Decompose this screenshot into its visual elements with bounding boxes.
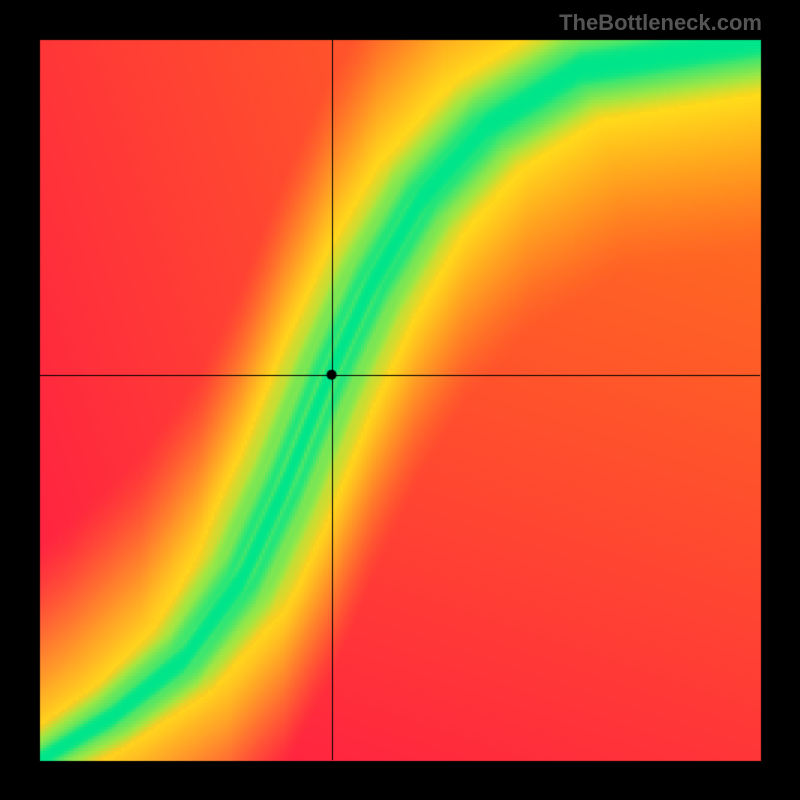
watermark-label: TheBottleneck.com [559, 10, 762, 36]
chart-container: TheBottleneck.com [0, 0, 800, 800]
bottleneck-heatmap [0, 0, 800, 800]
